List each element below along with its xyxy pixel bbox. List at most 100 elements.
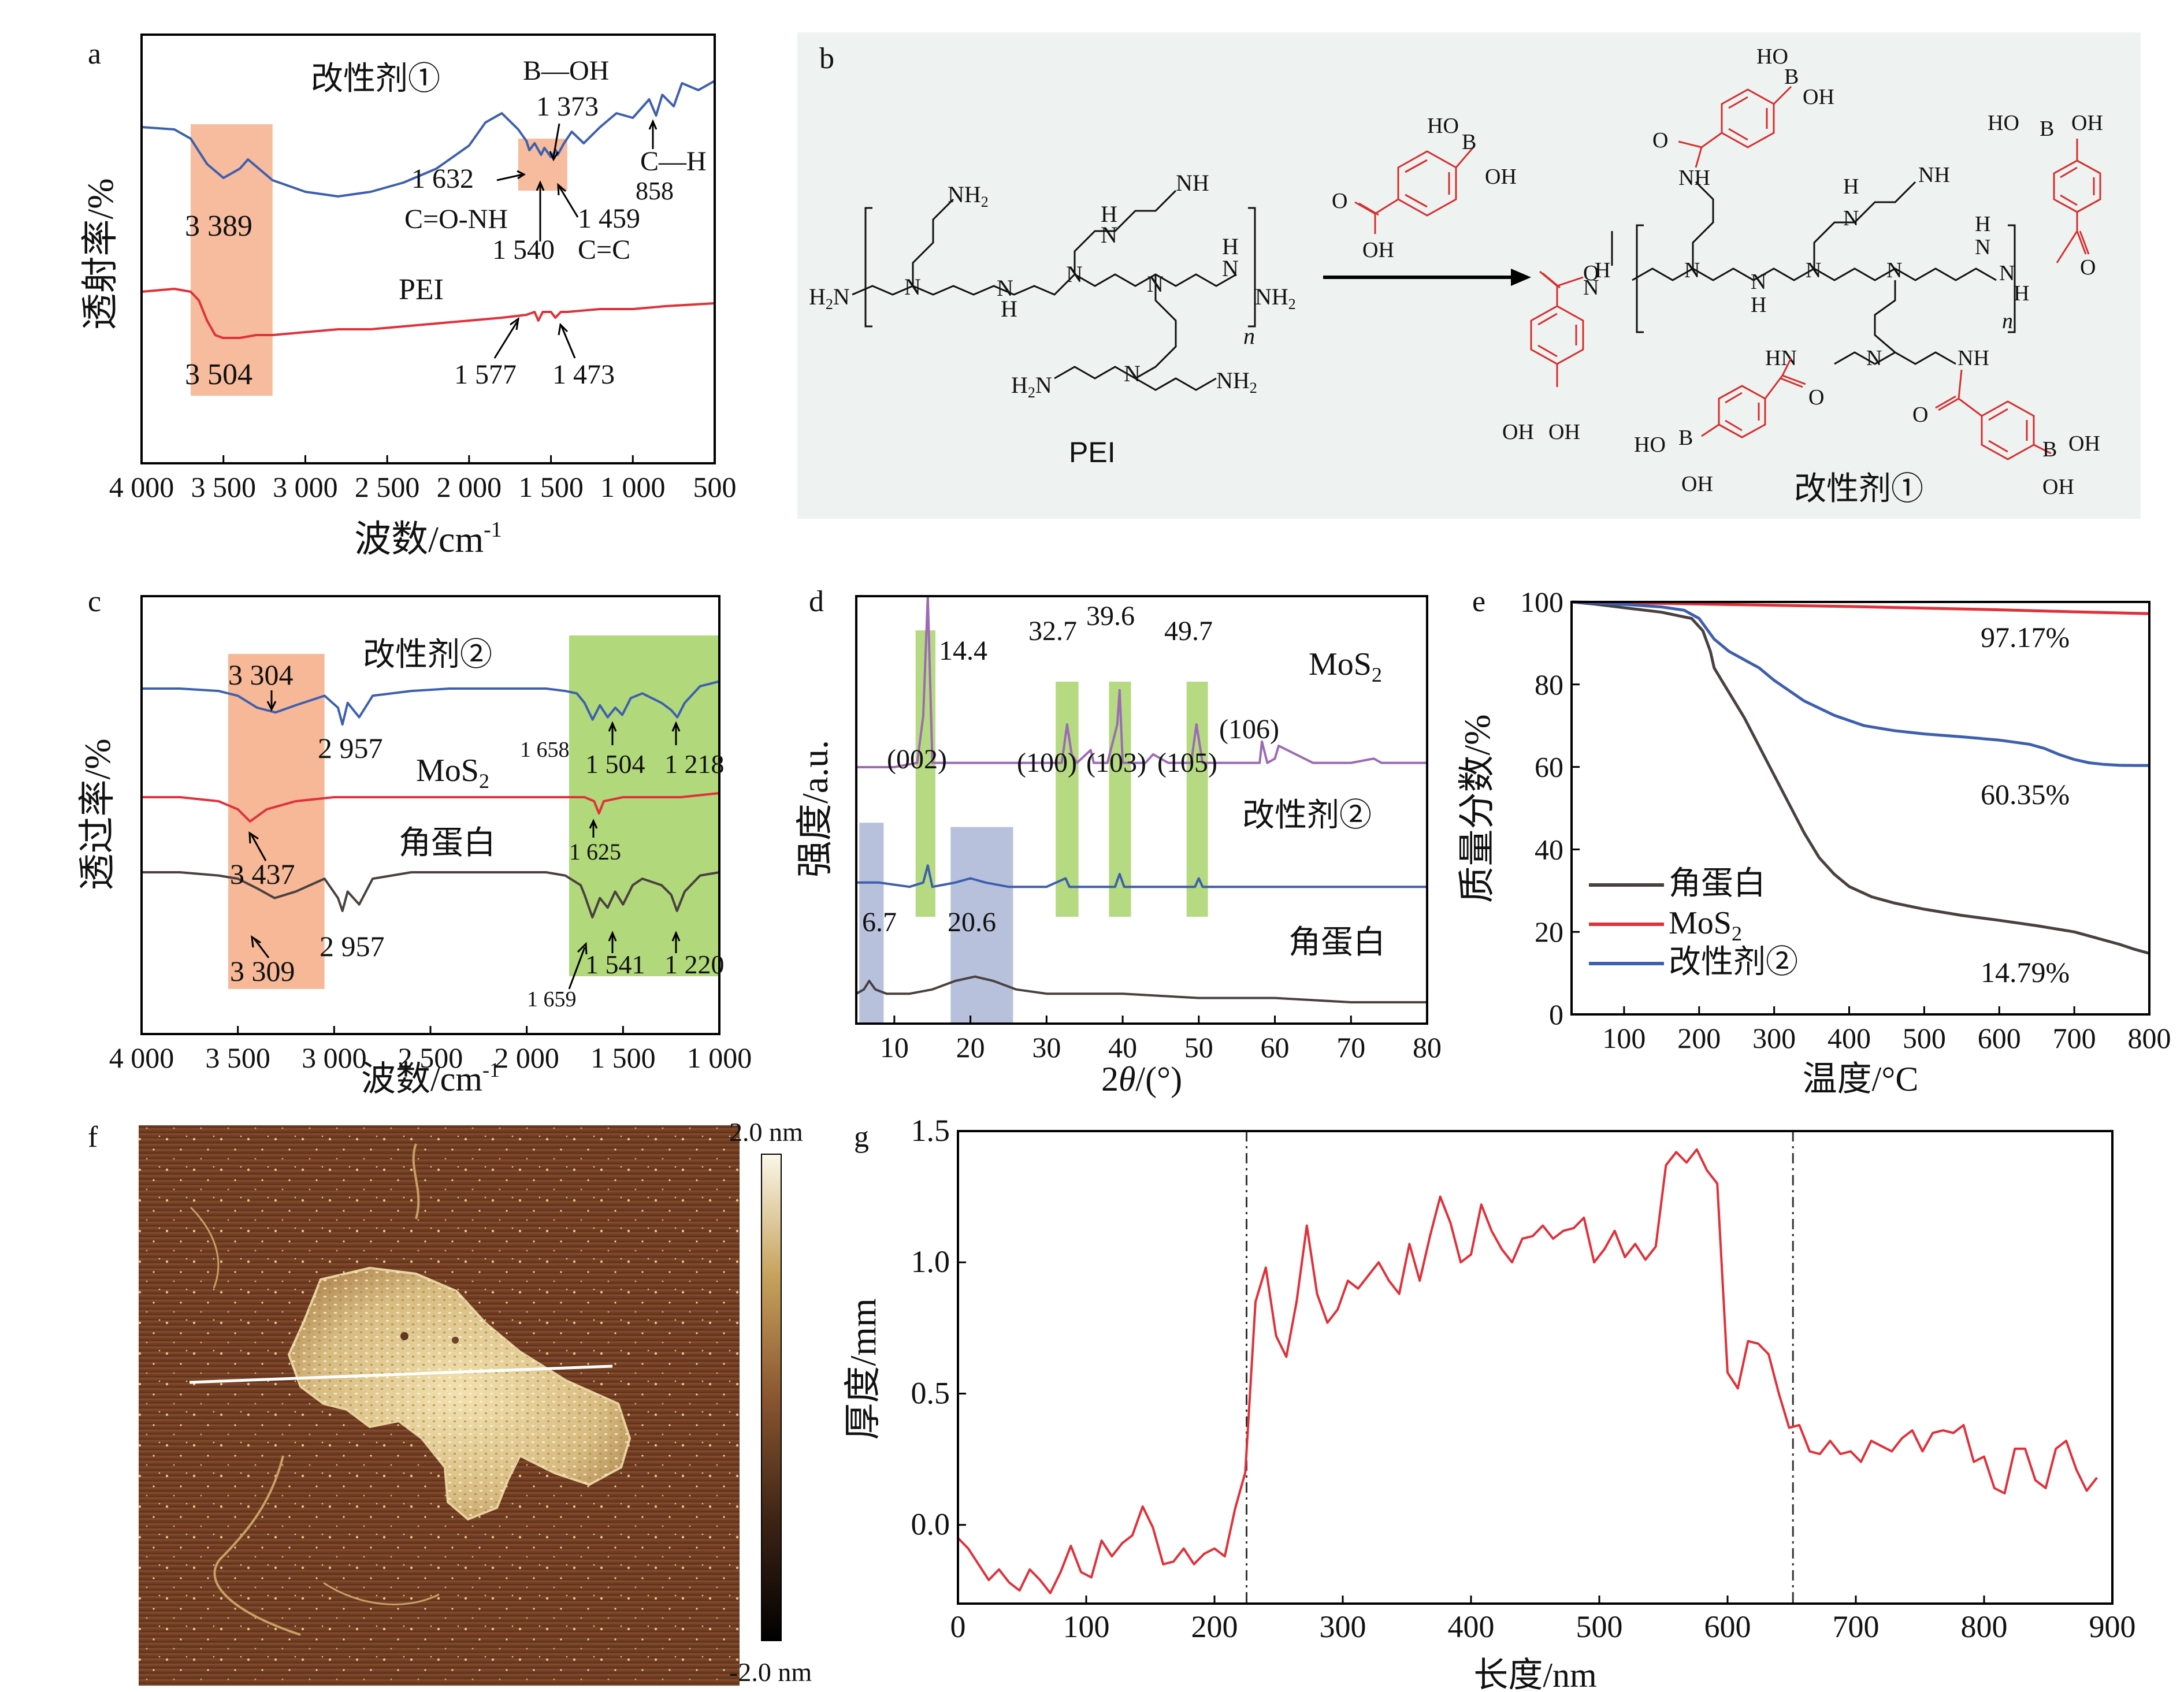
panel-a-lines bbox=[141, 80, 715, 339]
label-1541: 1 541 bbox=[585, 950, 645, 979]
afm-colorbar: 2.0 nm -2.0 nm bbox=[729, 1117, 812, 1687]
panel-e-lines bbox=[1571, 600, 2150, 955]
series-pei-line bbox=[141, 288, 715, 339]
panel-a-frame bbox=[140, 34, 716, 464]
label-497: 49.7 bbox=[1164, 616, 1213, 646]
svg-text:B: B bbox=[2040, 117, 2054, 141]
label-1658: 1 658 bbox=[520, 738, 570, 762]
xtick-e-label: 700 bbox=[2053, 1022, 2096, 1054]
label-modifier1: 改性剂① bbox=[311, 61, 440, 97]
label-1220: 1 220 bbox=[664, 950, 725, 979]
label-1577: 1 577 bbox=[454, 359, 517, 390]
svg-text:N: N bbox=[1843, 206, 1859, 230]
label-3437: 3 437 bbox=[230, 858, 295, 890]
label-1373: 1 373 bbox=[536, 91, 599, 122]
xtick-c-label: 1 500 bbox=[590, 1042, 656, 1074]
svg-text:O: O bbox=[1332, 189, 1347, 213]
xtick-c-label: 2 000 bbox=[494, 1042, 559, 1074]
series-modifier2-xrd-line bbox=[856, 864, 1427, 888]
label-modifier2-d: 改性剂② bbox=[1242, 798, 1372, 834]
label-3304: 3 304 bbox=[228, 659, 294, 691]
svg-text:H: H bbox=[1101, 201, 1117, 227]
svg-text:N: N bbox=[1866, 346, 1882, 370]
xtick-d-label: 30 bbox=[1032, 1031, 1061, 1063]
label-conh: C=O-NH bbox=[404, 204, 508, 235]
legend-keratin: 角蛋白 bbox=[1669, 866, 1766, 902]
xtick-d-label: 70 bbox=[1336, 1031, 1365, 1063]
svg-text:H2N: H2N bbox=[1011, 372, 1052, 401]
label-1540: 1 540 bbox=[492, 235, 555, 265]
panel-f-letter: f bbox=[88, 1121, 98, 1154]
colorbar-top: 2.0 nm bbox=[729, 1117, 803, 1147]
label-pei: PEI bbox=[399, 273, 444, 306]
xtick-g-label: 200 bbox=[1191, 1609, 1238, 1644]
svg-text:N: N bbox=[997, 275, 1013, 301]
panel-c: c 4 000 3 500 3 000 2 500 2 000 1 500 1 000 波数… bbox=[77, 585, 752, 1098]
reaction-arrow bbox=[1323, 269, 1531, 286]
reagent-atoms: HO B OH O OH bbox=[1332, 114, 1517, 262]
svg-text:OH: OH bbox=[1803, 85, 1834, 109]
panel-d-lines bbox=[856, 595, 1427, 1003]
label-keratin-c: 角蛋白 bbox=[399, 825, 496, 861]
panel-a-letter: a bbox=[88, 38, 101, 70]
panel-e-frame bbox=[1570, 601, 2150, 1016]
panel-d-bands bbox=[859, 630, 1208, 1024]
svg-text:N: N bbox=[1066, 261, 1083, 287]
xtick-d-label: 60 bbox=[1261, 1031, 1290, 1063]
label-keratin-d: 角蛋白 bbox=[1288, 925, 1386, 961]
xtick-g-label: 400 bbox=[1448, 1609, 1495, 1644]
series-modifier2-tga-line bbox=[1571, 600, 2149, 767]
xtick-e-label: 600 bbox=[1978, 1022, 2021, 1054]
label-1459: 1 459 bbox=[578, 203, 640, 234]
panel-g-xlabel: 长度/nm bbox=[1473, 1656, 1596, 1692]
label-modifier2-c: 改性剂② bbox=[363, 637, 492, 673]
panel-e-ylabel: 质量分数/% bbox=[1457, 714, 1498, 903]
band-c-0 bbox=[228, 654, 325, 989]
xtick-a-label: 1 000 bbox=[600, 471, 666, 503]
panel-g: g 0 100 200 300 400 500 600 700 800 900 0.0 0.5 1.0 1… bbox=[842, 1113, 2136, 1692]
svg-text:N: N bbox=[1147, 271, 1164, 297]
legend-modifier2: 改性剂② bbox=[1669, 944, 1798, 980]
label-1504: 1 504 bbox=[585, 749, 645, 779]
label-3504: 3 504 bbox=[185, 358, 252, 391]
svg-text:B: B bbox=[1784, 65, 1799, 89]
label-206: 20.6 bbox=[948, 907, 996, 938]
svg-text:O: O bbox=[1652, 128, 1668, 153]
svg-text:OH: OH bbox=[1485, 165, 1517, 189]
label-3309: 3 309 bbox=[230, 955, 295, 987]
svg-text:H: H bbox=[2014, 281, 2029, 306]
svg-text:H: H bbox=[1595, 258, 1610, 282]
band-d-5 bbox=[950, 827, 1013, 1024]
xtick-a-label: 3 000 bbox=[273, 471, 338, 503]
svg-text:NH2: NH2 bbox=[1255, 284, 1296, 313]
xtick-d-label: 40 bbox=[1108, 1031, 1137, 1063]
label-1218: 1 218 bbox=[664, 749, 725, 779]
xtick-g-label: 300 bbox=[1320, 1609, 1366, 1644]
panel-e-legend: 角蛋白 MoS2 改性剂② bbox=[1589, 866, 1798, 980]
xtick-e-label: 500 bbox=[1903, 1022, 1946, 1054]
label-103: (103) bbox=[1086, 748, 1146, 778]
panel-c-lines bbox=[142, 680, 720, 918]
xtick-a-label: 3 500 bbox=[191, 471, 256, 503]
label-1479: 14.79% bbox=[1981, 956, 2070, 988]
panel-e-letter: e bbox=[1472, 585, 1485, 618]
panel-c-ylabel: 透过率/% bbox=[77, 738, 118, 890]
xtick-a-label: 2 000 bbox=[437, 471, 502, 503]
panel-e-ticks: 100 200 300 400 500 600 700 800 0 20 40 60 80 100 bbox=[1520, 586, 2171, 1054]
series-mos2-xrd-line bbox=[856, 595, 1427, 768]
panel-d-letter: d bbox=[809, 585, 824, 618]
svg-text:OH: OH bbox=[2068, 432, 2100, 456]
xtick-g-label: 800 bbox=[1961, 1609, 2008, 1644]
svg-text:B: B bbox=[2042, 437, 2057, 462]
svg-text:N: N bbox=[1751, 270, 1766, 294]
label-327: 32.7 bbox=[1028, 616, 1077, 646]
panel-g-vlines bbox=[1246, 1131, 1794, 1604]
label-100: (100) bbox=[1017, 748, 1077, 778]
label-ch: C—H bbox=[640, 146, 707, 177]
svg-text:OH: OH bbox=[1681, 472, 1713, 496]
label-2957a: 2 957 bbox=[318, 732, 383, 764]
xtick-a-label: 4 000 bbox=[109, 471, 174, 503]
product-red-atoms: HO B OH O HO B OH O O OH OH O HO B OH O … bbox=[1502, 44, 2103, 499]
panel-c-arrows bbox=[248, 690, 681, 990]
